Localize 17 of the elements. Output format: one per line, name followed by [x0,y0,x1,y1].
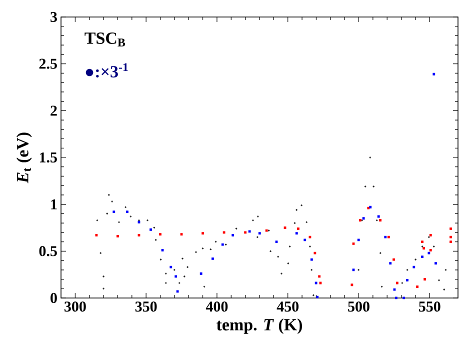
annotation: ●:×3$^{-1}$ [86,63,128,78]
x-tick-label: 500 [348,302,370,312]
x-tick-label: 350 [135,302,157,312]
y-tick-label: 0 [50,292,57,304]
y-tick-label: 1.5 [40,152,57,163]
y-axis-title: E$_{t}$ (eV) [16,132,32,184]
y-tick-label: 0.5 [39,246,57,256]
x-axis-title: temp. T (K) [216,318,302,334]
y-tick-label: 1 [51,199,57,210]
y-tick-label: 2.5 [39,58,57,69]
annotation: TSC$_{B}$ [84,32,126,46]
x-tick-label: 400 [206,302,228,312]
x-tick-label: 450 [276,302,299,312]
y-tick-label: 2 [50,106,57,116]
y-tick-label: 3 [50,12,57,22]
x-tick-label: 550 [418,302,440,312]
x-tick-label: 300 [64,302,86,312]
